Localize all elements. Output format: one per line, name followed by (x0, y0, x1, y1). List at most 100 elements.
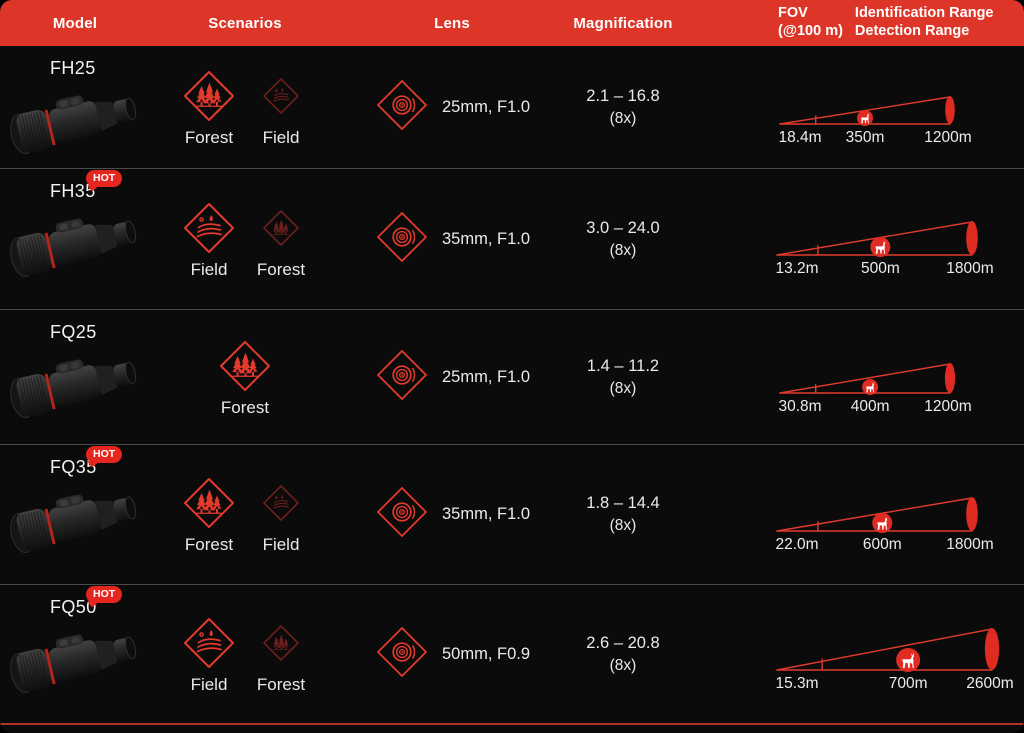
magnification-cell: 1.8 – 14.4 (8x) (540, 492, 730, 537)
scenario-icon-box (180, 474, 238, 532)
thermal-monocular-image (10, 634, 137, 694)
fov-cone: 22.0m 600m 1800m (775, 496, 994, 553)
fov-cone: 18.4m 350m 1200m (778, 95, 972, 146)
magnification-zoom: (8x) (609, 517, 637, 535)
lens-icon (374, 484, 430, 545)
scenario-icon-box (216, 337, 274, 395)
scenario-forest: Forest (252, 199, 310, 280)
scenario-icon-box (252, 67, 310, 125)
hot-badge: HOT (86, 586, 123, 603)
deer-icon (857, 109, 873, 126)
cone-mouth (966, 496, 978, 531)
scenario-label: Forest (256, 674, 306, 694)
product-image (4, 619, 150, 708)
magnification-zoom: (8x) (609, 379, 637, 397)
table-row: FH25 Forest Field 25mm, F1.0 2.1 – 16.8 (… (0, 46, 1024, 169)
magnification-value: 3.0 – 24.0 (586, 218, 660, 237)
model-name: FQ35 (50, 457, 97, 477)
lens-diamond-icon (377, 487, 427, 537)
thermal-monocular-image (10, 95, 137, 155)
lens-cell: 35mm, F1.0 (340, 209, 540, 270)
magnification-value: 1.4 – 11.2 (586, 356, 660, 375)
magnification-zoom: (8x) (609, 110, 637, 128)
scenario-icon-box (252, 474, 310, 532)
scenario-icon-box (180, 614, 238, 672)
header-scenarios: Scenarios (208, 14, 282, 32)
model-line: FQ25 (50, 322, 150, 346)
scenario-icon-box (252, 199, 310, 257)
header-model: Model (52, 14, 98, 32)
product-image (4, 80, 150, 169)
thermal-monocular-image (10, 494, 137, 554)
deer-icon (870, 237, 891, 257)
scenario-forest: Forest (216, 337, 274, 418)
fov-cone: 30.8m 400m 1200m (778, 363, 972, 415)
model-cell: FH35 HOT (0, 169, 150, 292)
magnification-value: 2.6 – 20.8 (586, 633, 660, 652)
hot-badge: HOT (86, 446, 123, 463)
model-line: FQ35 HOT (50, 446, 150, 481)
magnification-value: 1.8 – 14.4 (586, 494, 660, 513)
scenario-icon-box (252, 614, 310, 672)
model-name: FQ25 (50, 322, 97, 342)
lens-spec: 25mm, F1.0 (441, 367, 531, 386)
magnification-zoom: (8x) (609, 241, 637, 259)
forest-icon (263, 209, 299, 246)
scenario-label: Field (262, 128, 300, 147)
lens-icon (374, 209, 430, 270)
scenario-field: Field (180, 199, 238, 280)
lens-diamond-icon (377, 80, 427, 130)
fov-diagram-cell: 22.0m 600m 1800m (730, 473, 1024, 557)
model-cell: FH25 (0, 46, 150, 169)
forest-icon (184, 478, 234, 528)
fov-diagram-cell: 18.4m 350m 1200m (730, 66, 1024, 150)
scenario-label: Forest (256, 259, 306, 279)
model-line: FH35 HOT (50, 170, 150, 205)
model-cell: FQ50 HOT (0, 585, 150, 708)
scenario-icon-box (180, 199, 238, 257)
field-icon (263, 485, 299, 521)
identification-range-value: 500m (861, 260, 900, 277)
model-name: FQ50 (50, 597, 97, 617)
forest-icon (220, 340, 270, 391)
fov-cone: 15.3m 700m 2600m (775, 628, 1014, 692)
scenario-icon-box (180, 67, 238, 125)
forest-icon (184, 71, 234, 121)
scenarios-cell: Forest Field (150, 67, 340, 148)
scenarios-cell: Forest Field (150, 474, 340, 555)
fov-diagram-cell: 13.2m 500m 1800m (730, 197, 1024, 281)
scenario-forest: Forest (180, 474, 238, 555)
field-icon (184, 617, 234, 668)
magnification-cell: 3.0 – 24.0 (8x) (540, 217, 730, 262)
lens-icon (374, 347, 430, 408)
table-row: FQ50 HOT Field Forest 50mm, F0.9 2.6 – 20… (0, 585, 1024, 725)
identification-range-value: 400m (851, 398, 890, 415)
lens-spec: 35mm, F1.0 (441, 229, 531, 248)
detection-range-value: 1200m (924, 398, 971, 415)
model-name: FH35 (50, 181, 96, 201)
product-image (4, 203, 150, 292)
field-icon (184, 202, 234, 253)
table-row: FQ25 Forest 25mm, F1.0 1.4 – 11.2 (8x) 3… (0, 310, 1024, 445)
model-line: FH25 (50, 58, 150, 82)
lens-cell: 25mm, F1.0 (340, 347, 540, 408)
table-row: FH35 HOT Field Forest 35mm, F1.0 3.0 – 24… (0, 169, 1024, 310)
scenario-label: Forest (184, 535, 234, 554)
identification-range-value: 700m (889, 675, 928, 692)
scenario-label: Field (190, 674, 228, 694)
lens-icon (374, 624, 430, 685)
scenario-field: Field (180, 614, 238, 695)
fov-value: 13.2m (775, 260, 818, 277)
header-magnification: Magnification (573, 14, 673, 32)
lens-diamond-icon (377, 349, 427, 400)
header-ranges: Identification Range Detection Range (855, 5, 994, 40)
scenario-forest: Forest (180, 67, 238, 148)
scenario-field: Field (252, 67, 310, 148)
product-image (4, 479, 150, 568)
fov-value: 30.8m (778, 398, 821, 415)
cone-mouth (966, 221, 978, 255)
lens-icon (374, 77, 430, 138)
cone-mouth (944, 363, 956, 393)
magnification-cell: 2.1 – 16.8 (8x) (540, 85, 730, 130)
